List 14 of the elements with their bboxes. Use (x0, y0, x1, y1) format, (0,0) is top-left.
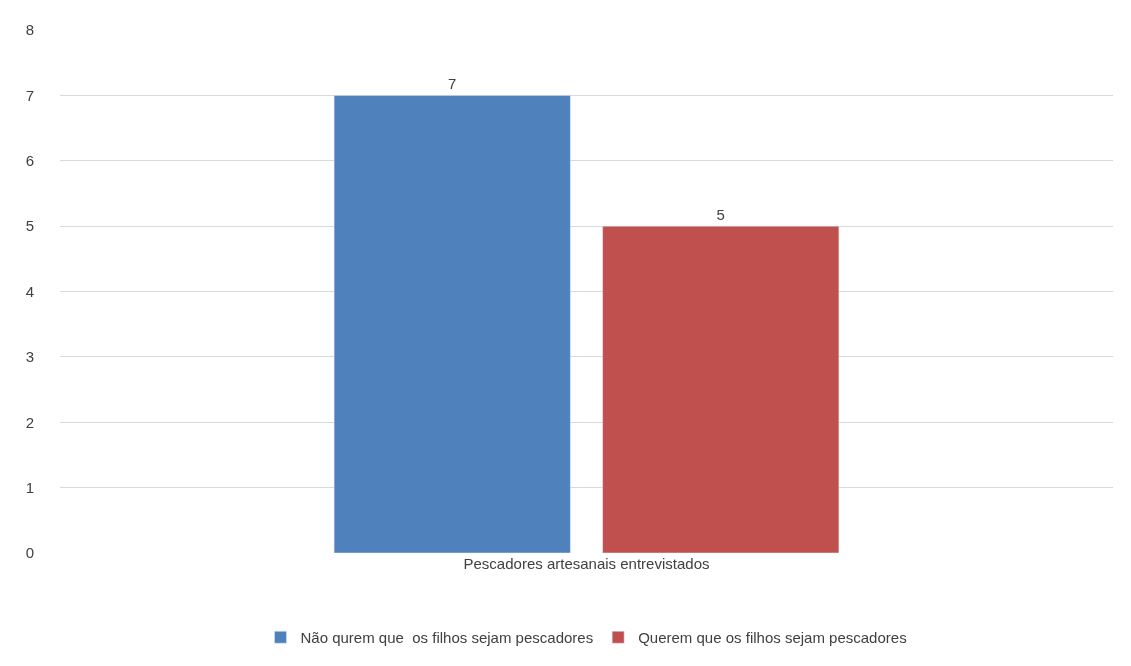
y-tick-label: 8 (25, 21, 34, 39)
legend-label: Querem que os filhos sejam pescadores (638, 629, 907, 647)
data-label: 5 (716, 206, 725, 224)
y-tick-label: 4 (25, 282, 34, 300)
data-label: 7 (448, 75, 457, 93)
y-tick-label: 7 (25, 86, 34, 104)
y-tick-label: 2 (25, 413, 34, 431)
legend-label: Não qurem que os filhos sejam pescadores (300, 629, 594, 647)
x-tick-label: Pescadores artesanais entrevistados (463, 555, 710, 572)
y-tick-label: 0 (25, 544, 34, 562)
y-tick-label: 5 (25, 217, 34, 235)
y-tick-label: 3 (25, 348, 34, 366)
y-tick-label: 6 (25, 152, 34, 169)
y-tick-label: 1 (25, 478, 34, 496)
